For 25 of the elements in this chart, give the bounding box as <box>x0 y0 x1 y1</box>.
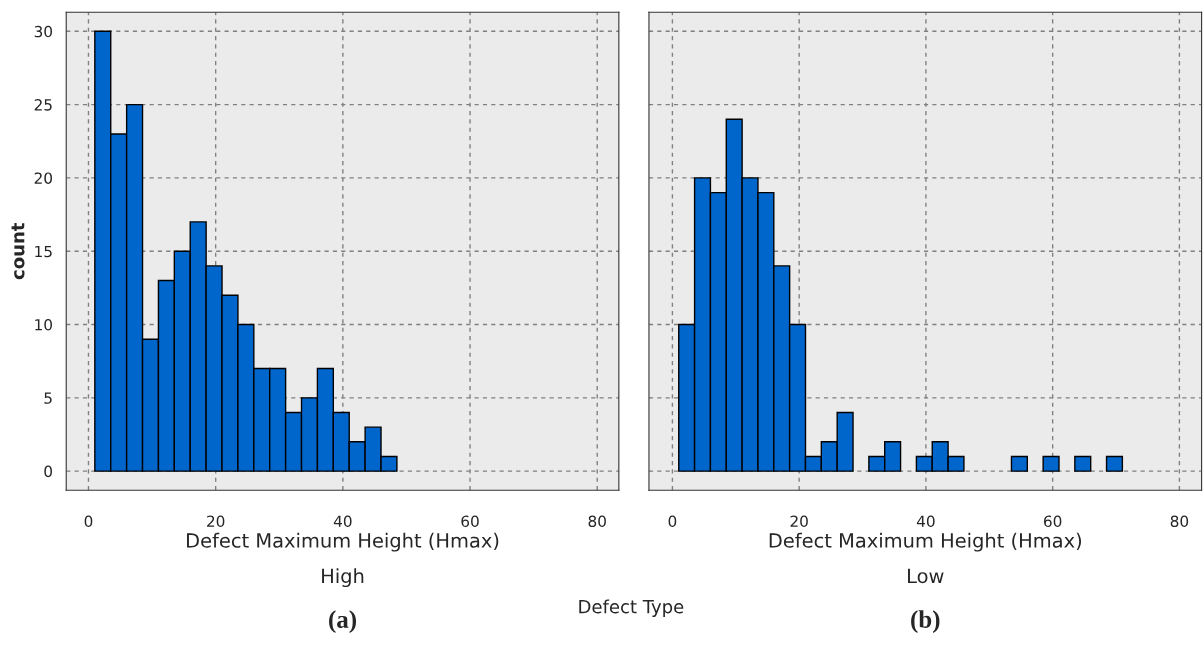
x-tick-label: 60 <box>1044 515 1062 528</box>
x-axis-title: Defect Maximum Height (Hmax) <box>187 532 499 552</box>
x-tick-label: 20 <box>790 515 808 528</box>
y-tick-label: 5 <box>44 392 52 404</box>
y-tick-label: 20 <box>34 172 53 184</box>
x-tick-label: 80 <box>1170 515 1189 528</box>
y-tick-label: 0 <box>44 465 53 478</box>
y-tick-label: 10 <box>35 319 53 331</box>
x-tick-label: 40 <box>333 515 352 528</box>
y-tick-label: 30 <box>34 25 53 38</box>
x-tick-label: 0 <box>668 515 677 528</box>
text: Low <box>908 568 944 584</box>
x-tick-label: 20 <box>207 515 225 528</box>
text: High <box>322 568 364 588</box>
y-axis-title: count <box>11 222 25 280</box>
y-tick-label: 15 <box>35 245 52 258</box>
text: (b) <box>911 610 940 633</box>
x-tick-label: 60 <box>461 515 479 528</box>
x-axis-title: Defect Maximum Height (Hmax) <box>769 532 1082 552</box>
x-tick-label: 0 <box>84 515 93 528</box>
x-tick-label: 40 <box>916 515 935 528</box>
x-tick-label: 80 <box>588 515 606 528</box>
text: Defect Type <box>579 599 684 617</box>
y-tick-label: 25 <box>34 99 52 111</box>
text: (a) <box>329 610 357 633</box>
